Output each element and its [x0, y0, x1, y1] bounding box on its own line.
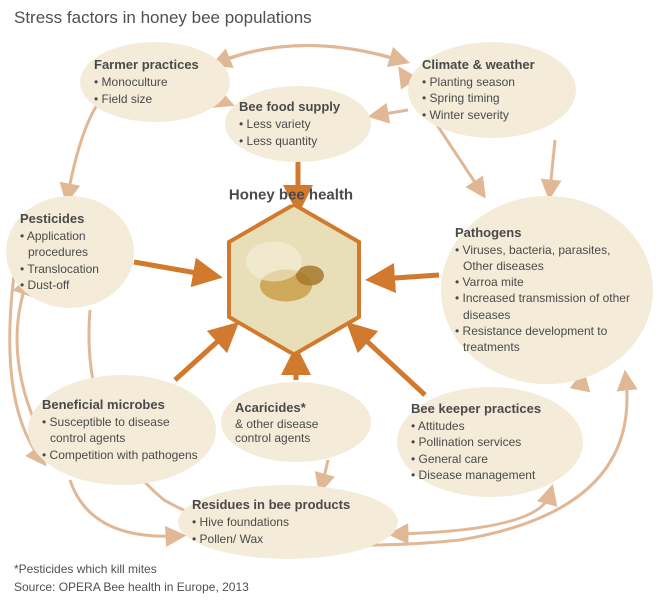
center-hexagon	[219, 205, 369, 360]
node-pathogens: Pathogens Viruses, bacteria, parasites, …	[441, 196, 653, 384]
bullet-item: General care	[411, 451, 569, 467]
node-farmer-practices: Farmer practices MonocultureField size	[80, 42, 230, 122]
node-bullets: MonocultureField size	[94, 74, 216, 106]
center-label: Honey bee health	[229, 187, 353, 204]
bullet-item: Spring timing	[422, 90, 562, 106]
bullet-item: Planting season	[422, 74, 562, 90]
node-bullets: Less varietyLess quantity	[239, 116, 357, 148]
node-climate-weather: Climate & weather Planting seasonSpring …	[408, 42, 576, 138]
footnote-asterisk: *Pesticides which kill mites	[14, 562, 157, 576]
node-beneficial-microbes: Beneficial microbes Susceptible to disea…	[28, 375, 216, 485]
bullet-item: Hive foundations	[192, 514, 384, 530]
node-title: Acaricides*	[235, 400, 357, 415]
node-bee-keeper-practices: Bee keeper practices AttitudesPollinatio…	[397, 387, 583, 497]
node-bullets: Hive foundationsPollen/ Wax	[192, 514, 384, 546]
node-title: Climate & weather	[422, 57, 562, 72]
diagram-canvas: Honey bee health Farmer practices Monocu…	[0, 0, 660, 602]
bullet-item: Increased transmission of other diseases	[455, 290, 639, 322]
bullet-item: Less variety	[239, 116, 357, 132]
node-bullets: Viruses, bacteria, parasites, Other dise…	[455, 242, 639, 355]
node-bullets: AttitudesPollination servicesGeneral car…	[411, 418, 569, 483]
bullet-item: Field size	[94, 91, 216, 107]
bullet-item: Dust-off	[20, 277, 120, 293]
node-title: Residues in bee products	[192, 497, 384, 512]
bullet-item: Winter severity	[422, 107, 562, 123]
node-title: Beneficial microbes	[42, 397, 202, 412]
node-title: Farmer practices	[94, 57, 216, 72]
node-acaricides: Acaricides* & other disease control agen…	[221, 382, 371, 462]
bullet-item: Translocation	[20, 261, 120, 277]
node-subtitle: & other disease control agents	[235, 417, 357, 445]
bullet-item: Susceptible to disease control agents	[42, 414, 202, 446]
bullet-item: Competition with pathogens	[42, 447, 202, 463]
bullet-item: Attitudes	[411, 418, 569, 434]
bullet-item: Viruses, bacteria, parasites, Other dise…	[455, 242, 639, 274]
bullet-item: Pollination services	[411, 434, 569, 450]
node-residues: Residues in bee products Hive foundation…	[178, 485, 398, 559]
footnote-source: Source: OPERA Bee health in Europe, 2013	[14, 580, 249, 594]
bullet-item: Pollen/ Wax	[192, 531, 384, 547]
bullet-item: Monoculture	[94, 74, 216, 90]
node-pesticides: Pesticides Application proceduresTranslo…	[6, 196, 134, 308]
node-title: Bee keeper practices	[411, 401, 569, 416]
bullet-item: Less quantity	[239, 133, 357, 149]
bullet-item: Varroa mite	[455, 274, 639, 290]
node-bullets: Planting seasonSpring timingWinter sever…	[422, 74, 562, 123]
bullet-item: Resistance development to treatments	[455, 323, 639, 355]
bullet-item: Application procedures	[20, 228, 120, 260]
node-title: Bee food supply	[239, 99, 357, 114]
node-title: Pesticides	[20, 211, 120, 226]
node-bullets: Susceptible to disease control agentsCom…	[42, 414, 202, 463]
node-bullets: Application proceduresTranslocationDust-…	[20, 228, 120, 293]
bullet-item: Disease management	[411, 467, 569, 483]
node-title: Pathogens	[455, 225, 639, 240]
node-bee-food-supply: Bee food supply Less varietyLess quantit…	[225, 86, 371, 162]
